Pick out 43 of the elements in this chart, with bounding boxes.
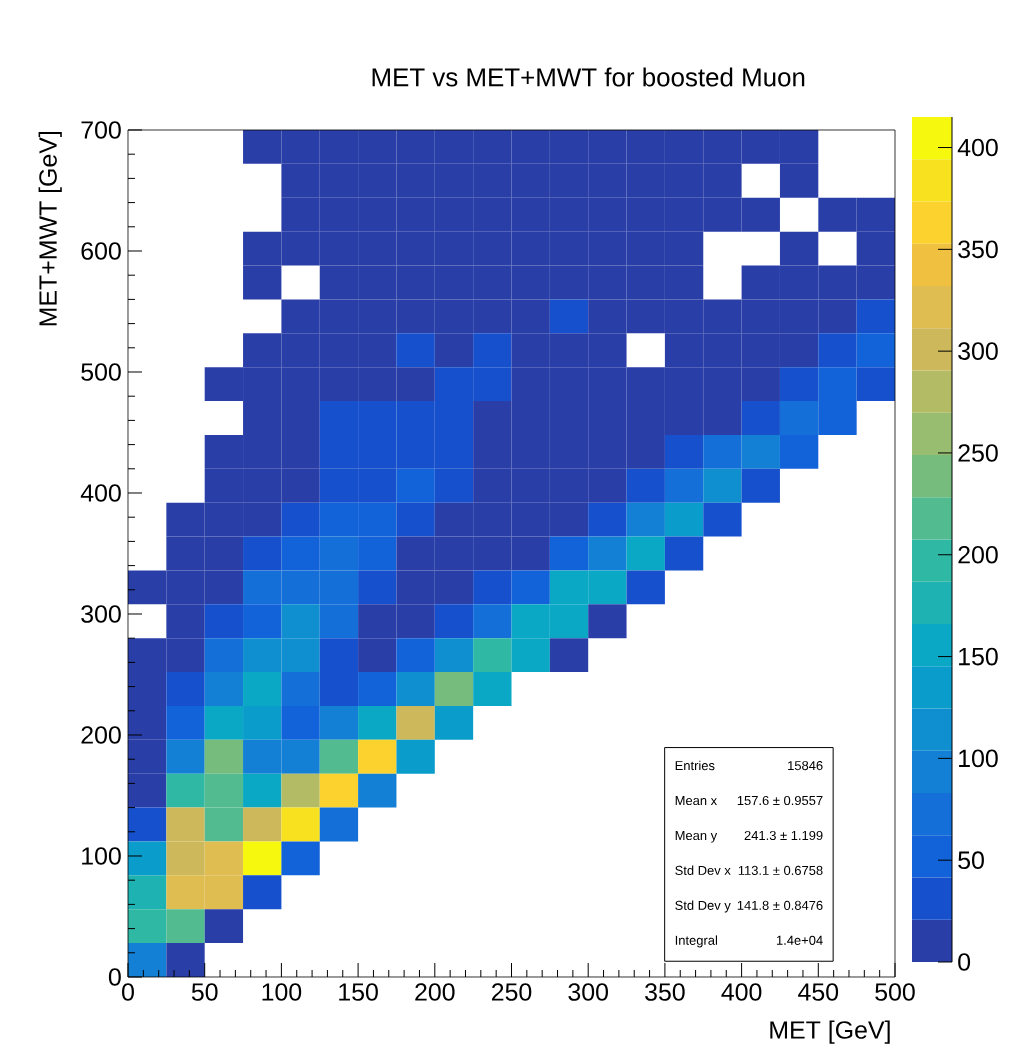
annotation: Entries [675,760,715,771]
color-bar-label: 0 [958,953,971,971]
x-tick-label: 450 [798,983,839,1001]
x-tick-label: 200 [415,983,455,1001]
annotation: Std Dev y [675,900,731,913]
color-bar-label: 250 [958,444,998,462]
x-tick-label: 500 [875,983,915,1001]
y-tick-label: 600 [81,242,121,260]
chart-title: MET vs MET+MWT for boosted Muon [372,67,805,87]
x-tick-label: 150 [339,983,378,1001]
y-tick-label: 200 [81,726,121,744]
annotation: 141.8 ± 0.8476 [737,900,823,910]
y-axis-title: MET+MWT [GeV] [38,131,62,326]
annotation: 157.6 ± 0.9557 [737,795,823,806]
color-bar-label: 400 [957,138,998,157]
x-tick-label: 350 [645,983,685,1001]
x-tick-label: 300 [568,983,608,1001]
annotation: 15846 [788,760,823,771]
color-bar-label: 200 [958,545,998,564]
color-bar-label: 50 [958,851,984,870]
annotation: Std Dev x [675,865,731,875]
annotation: Mean y [675,831,718,843]
color-bar-label: 150 [959,647,998,666]
y-tick-label: 100 [82,847,121,865]
y-tick-label: 300 [81,605,121,623]
annotation: Mean x [675,796,717,806]
color-bar-label: 350 [958,240,998,259]
x-tick-label: 50 [191,983,218,1001]
x-tick-label: 100 [262,983,302,1001]
x-axis-title: MET [GeV] [770,1020,890,1044]
x-tick-label: 400 [721,983,762,1001]
annotation: Integral [675,935,717,948]
annotation: 113.1 ± 0.6758 [738,865,823,875]
color-bar-label: 300 [958,342,998,360]
color-bar-label: 100 [959,749,998,768]
y-tick-label: 400 [80,484,121,502]
annotation: 241.3 ± 1.199 [744,830,823,841]
y-tick-label: 500 [81,363,121,381]
x-tick-label: 250 [491,983,532,1001]
y-tick-label: 700 [81,121,121,139]
x-tick-label: 0 [122,983,134,1001]
annotation: 1.4e+04 [776,935,823,945]
y-tick-label: 0 [108,968,121,986]
